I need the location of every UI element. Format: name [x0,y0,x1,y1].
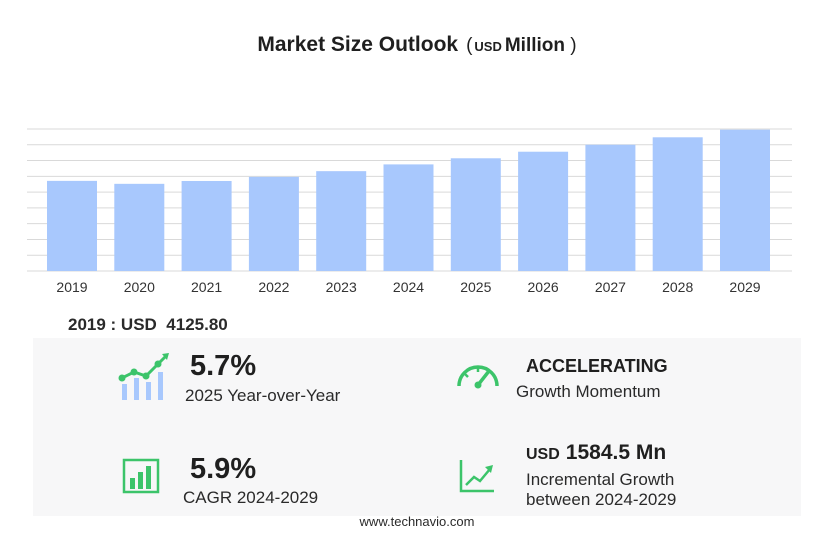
chart-title-unit-label: Million [504,35,566,56]
kpi-panel [33,338,801,516]
x-tick-label-2021: 2021 [191,279,222,295]
growth-chart-icon [118,353,169,400]
chart-title-currency: USD [474,39,502,54]
x-tick-label-2029: 2029 [729,279,760,295]
bar-2026 [518,151,569,271]
bar-2021 [181,180,232,271]
bar-2020 [114,183,165,271]
x-tick-label-2022: 2022 [258,279,289,295]
base-year-amount: 4125.80 [166,315,228,334]
x-tick-label-2024: 2024 [393,279,424,295]
kpi-cagr: 5.9% CAGR 2024-2029 [183,453,318,508]
kpi-yoy-value: 5.7% [190,350,257,382]
base-year-label: 2019 : USD [68,315,157,334]
trend-line-icon [459,460,494,493]
x-tick-label-2023: 2023 [326,279,357,295]
bar-2019 [47,180,97,271]
bar-chart-icon [122,458,160,494]
chart-title: Market Size Outlook (USD Million ) [0,33,834,57]
kpi-incremental-value: 1584.5 Mn [565,441,667,464]
bar-2027 [585,144,636,271]
x-tick-label-2026: 2026 [528,279,559,295]
kpi-incremental-value-row: USD 1584.5 Mn [526,441,676,465]
bar-2022 [248,176,299,271]
kpi-yoy: 5.7% 2025 Year-over-Year [185,350,340,406]
kpi-incremental-label-2: between 2024-2029 [526,489,677,509]
bar-2028 [652,137,703,271]
bar-2024 [383,164,434,271]
x-tick-label-2025: 2025 [460,279,491,295]
kpi-incremental-label-1: Incremental Growth [526,470,675,489]
kpi-momentum-value: ACCELERATING [526,356,668,376]
bar-2029 [720,129,770,271]
kpi-momentum-label: Growth Momentum [516,382,661,401]
kpi-cagr-value: 5.9% [190,453,257,485]
speedometer-icon [457,365,499,389]
bar-2023 [316,171,367,271]
x-tick-label-2019: 2019 [56,279,87,295]
x-tick-label-2028: 2028 [662,279,693,295]
kpi-incremental-currency: USD [526,446,560,463]
bar-chart: 2019 2020 2021 2022 2023 2024 2025 2026 2027 2028… [27,128,792,295]
chart-title-main: Market Size Outlook [257,33,459,56]
base-year-value: 2019 : USD 4125.80 [68,315,228,335]
chart-title-unit: (USD Million ) [466,35,577,56]
footer-url: www.technavio.com [359,514,475,529]
x-tick-label-2020: 2020 [124,279,155,295]
x-tick-label-2027: 2027 [595,279,626,295]
kpi-cagr-label: CAGR 2024-2029 [183,488,319,507]
bar-2025 [450,158,501,271]
kpi-momentum: ACCELERATING Growth Momentum [516,356,668,402]
kpi-incremental: USD 1584.5 Mn Incremental Growth between … [526,441,676,509]
kpi-yoy-label: 2025 Year-over-Year [185,386,341,405]
